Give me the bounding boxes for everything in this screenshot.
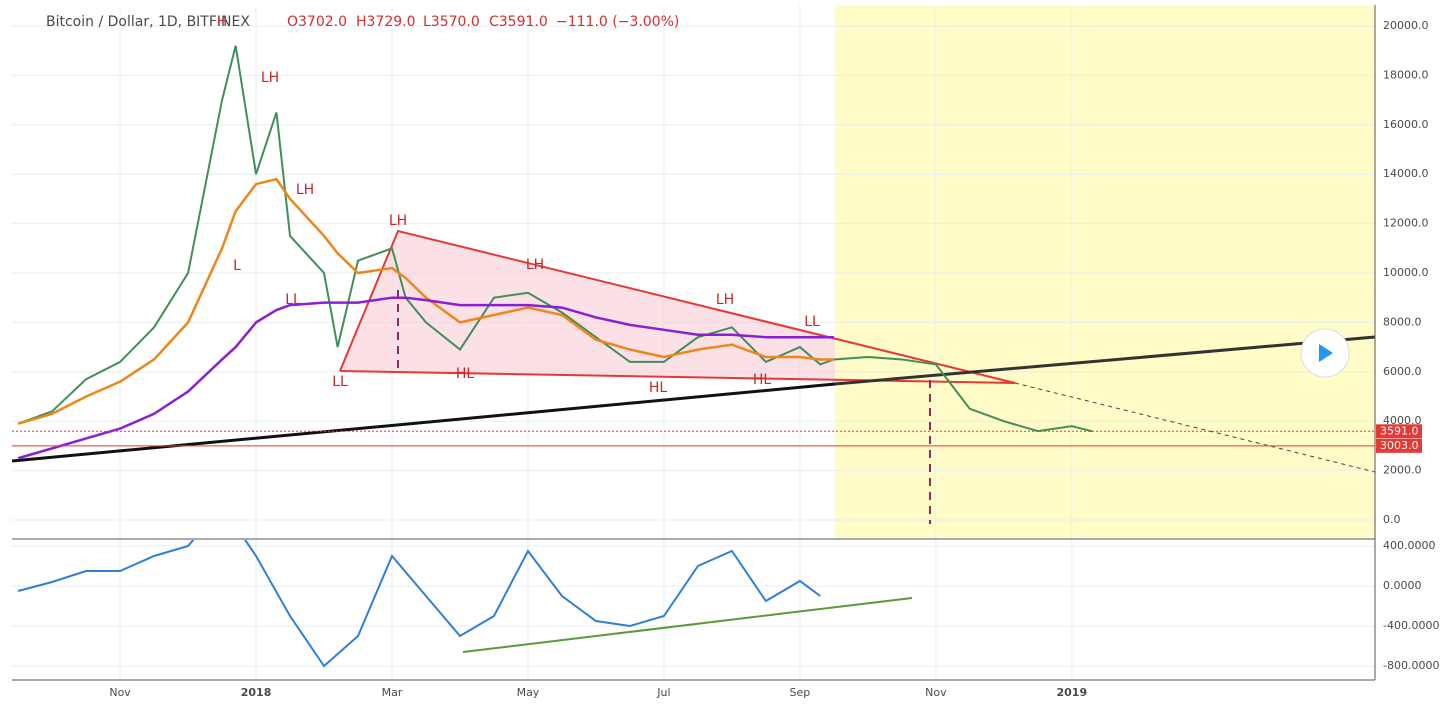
annotation: LH	[296, 182, 314, 198]
x-tick-label: Jul	[656, 686, 670, 699]
y-tick-label: 18000.0	[1383, 68, 1429, 81]
annotation: LH	[261, 70, 279, 86]
y-tick-label: -800.0000	[1383, 659, 1439, 672]
plots	[12, 45, 1375, 668]
series-line	[17, 177, 834, 425]
y-tick-label: 12000.0	[1383, 217, 1429, 230]
y-tick-label: -400.0000	[1383, 619, 1439, 632]
y-tick-label: 8000.0	[1383, 315, 1422, 328]
y-tick-label: 0.0000	[1383, 579, 1422, 592]
series-line	[17, 296, 834, 460]
macd-trendline	[462, 597, 913, 653]
x-tick-label: Nov	[109, 686, 131, 699]
ohlc-value: O3702.0	[287, 14, 347, 30]
ohlc-value: C3591.0	[489, 14, 548, 30]
x-tick-label: Nov	[925, 686, 947, 699]
y-tick-label: 6000.0	[1383, 365, 1422, 378]
x-tick-label: Sep	[790, 686, 811, 699]
chart-title: Bitcoin / Dollar, 1D, BITFINEX	[46, 14, 250, 30]
annotation: LL	[332, 374, 348, 390]
x-tick-label: 2018	[241, 686, 272, 699]
annotation: HL	[649, 380, 668, 396]
price-label: 3003.0	[1380, 439, 1419, 452]
annotation: LH	[716, 292, 734, 308]
trendline-dashed	[1014, 382, 1376, 473]
price-label-bg	[1376, 424, 1422, 439]
ohlc-value: H3729.0	[356, 14, 416, 30]
annotation: LL	[285, 292, 301, 308]
play-icon	[1319, 344, 1333, 362]
annotation: HL	[456, 366, 475, 382]
triangle-fill	[340, 231, 1015, 383]
x-tick-label: May	[517, 686, 540, 699]
ohlc: O3702.0 H3729.0 L3570.0 C3591.0 −111.0 (…	[287, 14, 679, 30]
annotation: H	[217, 14, 228, 30]
price-label-bg	[1376, 438, 1422, 453]
y-tick-label: 16000.0	[1383, 118, 1429, 131]
y-tick-label: 10000.0	[1383, 266, 1429, 279]
grid	[12, 5, 1375, 680]
trendline	[834, 335, 1376, 386]
annotation: LH	[389, 213, 407, 229]
ohlc-value: L3570.0	[423, 14, 480, 30]
annotation: LH	[526, 257, 544, 273]
y-tick-label: 2000.0	[1383, 464, 1422, 477]
y-tick-label: 4000.0	[1383, 414, 1422, 427]
y-tick-label: 400.0000	[1383, 539, 1436, 552]
y-tick-label: 0.0	[1383, 513, 1401, 526]
annotation: LL	[804, 314, 820, 330]
series-line	[17, 45, 1093, 433]
series-line	[17, 540, 821, 668]
x-tick-label: Mar	[382, 686, 403, 699]
y-tick-label: 14000.0	[1383, 167, 1429, 180]
ohlc-value: −111.0 (−3.00%)	[556, 14, 679, 30]
x-tick-label: 2019	[1056, 686, 1087, 699]
annotation: HL	[753, 372, 772, 388]
trendline	[11, 382, 836, 463]
annotation: L	[233, 258, 241, 274]
price-label: 3591.0	[1380, 424, 1419, 437]
y-tick-label: 20000.0	[1383, 19, 1429, 32]
projection-area	[835, 5, 1375, 538]
